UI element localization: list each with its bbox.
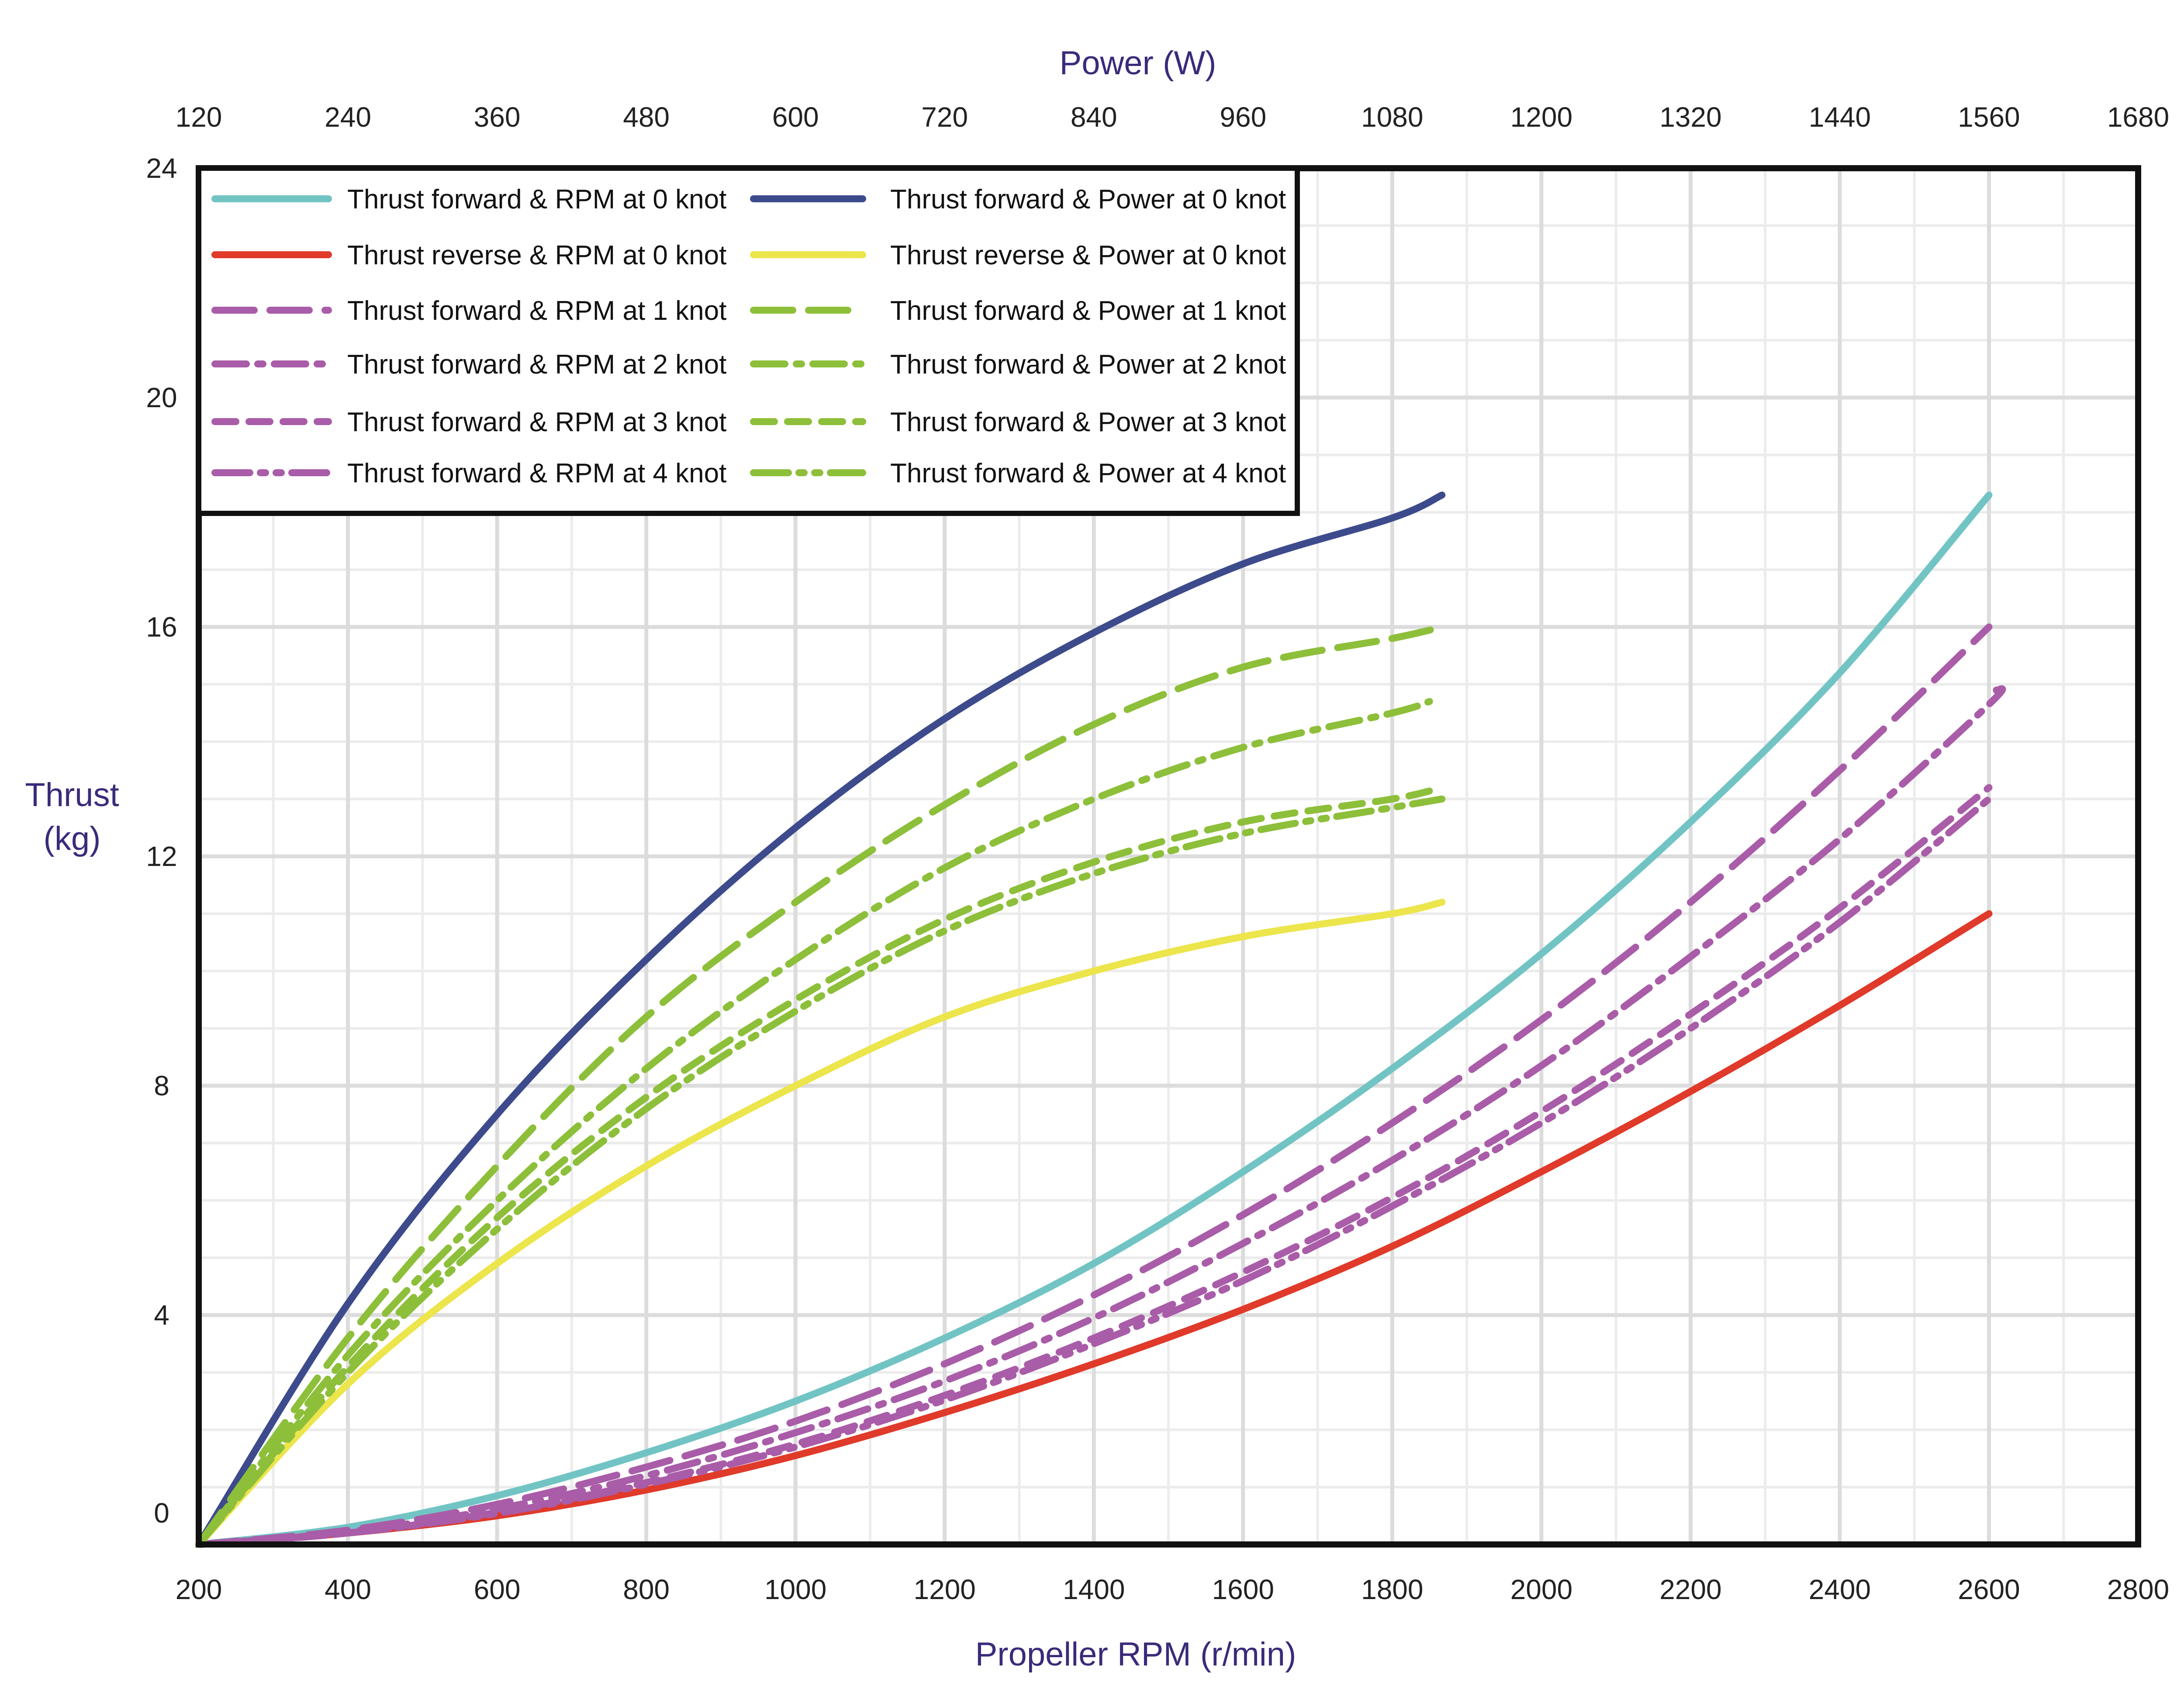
x2-tick-label: 240 — [325, 101, 371, 133]
series-line-12 — [195, 795, 1446, 1548]
legend-power-label-3: Thrust forward & Power at 1 knot — [890, 296, 1286, 326]
legend: Thrust forward & RPM at 0 knot Thrust rev… — [196, 166, 1300, 516]
x2-tick-label: 720 — [921, 101, 968, 133]
legend-power-label-2: Thrust reverse & Power at 0 knot — [890, 240, 1286, 270]
x2-tick-label: 120 — [176, 101, 222, 133]
x2-tick-label: 1080 — [1361, 101, 1423, 133]
x-axis-title: Propeller RPM (r/min) — [975, 1636, 1296, 1673]
series-line-10 — [195, 698, 1433, 1548]
y-tick-label: 8 — [154, 1070, 169, 1101]
series-line-6 — [195, 795, 1993, 1548]
series-layer — [195, 492, 2006, 1548]
x-tick-label: 800 — [623, 1574, 670, 1605]
legend-power-label-4: Thrust forward & Power at 2 knot — [890, 350, 1286, 380]
series-line-3 — [195, 623, 1993, 1548]
y-tick-label: 24 — [146, 152, 177, 184]
x2-axis-ticks: 120 240 360 480 600 720 840 960 1080 1200 1320 1440… — [176, 101, 2170, 133]
legend-rpm-label-2: Thrust reverse & RPM at 0 knot — [347, 240, 726, 270]
series-line-9 — [195, 623, 1446, 1548]
series-line-8 — [195, 899, 1446, 1548]
legend-rpm-label-6: Thrust forward & RPM at 4 knot — [347, 458, 726, 488]
x2-tick-label: 1320 — [1659, 101, 1721, 133]
x2-axis-title: Power (W) — [1060, 45, 1216, 82]
legend-power-label-6: Thrust forward & Power at 4 knot — [890, 458, 1286, 488]
x2-tick-label: 840 — [1071, 101, 1117, 133]
series-line-4 — [195, 685, 2006, 1548]
y-tick-label: 0 — [154, 1497, 169, 1529]
legend-power-label-1: Thrust forward & Power at 0 knot — [890, 184, 1286, 215]
y-tick-label: 16 — [146, 611, 177, 643]
y-tick-label: 12 — [146, 841, 177, 872]
series-line-1 — [195, 492, 1993, 1548]
x2-tick-label: 480 — [623, 101, 670, 133]
x-tick-label: 1200 — [914, 1574, 976, 1605]
x-tick-label: 200 — [176, 1574, 222, 1605]
x-tick-label: 2400 — [1809, 1574, 1871, 1605]
x2-tick-label: 1680 — [2107, 101, 2169, 133]
legend-rpm-label-5: Thrust forward & RPM at 3 knot — [347, 407, 726, 437]
x-tick-label: 2200 — [1659, 1574, 1721, 1605]
x-tick-label: 400 — [325, 1574, 371, 1605]
x-tick-label: 1600 — [1212, 1574, 1274, 1605]
x-tick-label: 2000 — [1510, 1574, 1572, 1605]
series-line-11 — [195, 784, 1446, 1548]
x-tick-label: 1800 — [1361, 1574, 1423, 1605]
legend-box — [196, 166, 1300, 516]
x-tick-label: 1400 — [1063, 1574, 1125, 1605]
x2-tick-label: 960 — [1220, 101, 1266, 133]
y-tick-label: 4 — [154, 1299, 169, 1331]
x-tick-label: 600 — [474, 1574, 521, 1605]
legend-rpm-label-1: Thrust forward & RPM at 0 knot — [347, 184, 726, 215]
y-axis-title-line2: (kg) — [44, 820, 101, 857]
x2-tick-label: 360 — [474, 101, 521, 133]
x-tick-label: 2800 — [2107, 1574, 2169, 1605]
legend-power-label-5: Thrust forward & Power at 3 knot — [890, 407, 1286, 437]
x-axis-ticks: 200 400 600 800 1000 1200 1400 1600 1800 2000 2200… — [176, 1574, 2170, 1605]
legend-rpm-label-4: Thrust forward & RPM at 2 knot — [347, 350, 726, 380]
series-line-2 — [195, 910, 1993, 1548]
legend-rpm-label-3: Thrust forward & RPM at 1 knot — [347, 296, 726, 326]
series-line-7 — [195, 492, 1446, 1548]
y-tick-label: 20 — [146, 382, 177, 413]
x2-tick-label: 1440 — [1809, 101, 1871, 133]
x2-tick-label: 1200 — [1510, 101, 1572, 133]
y-axis-ticks: 0 4 8 12 16 20 24 — [146, 152, 177, 1529]
y-axis-title-line1: Thrust — [25, 776, 119, 814]
x-tick-label: 2600 — [1958, 1574, 2020, 1605]
x-tick-label: 1000 — [764, 1574, 826, 1605]
x2-tick-label: 600 — [772, 101, 819, 133]
x2-tick-label: 1560 — [1958, 101, 2020, 133]
